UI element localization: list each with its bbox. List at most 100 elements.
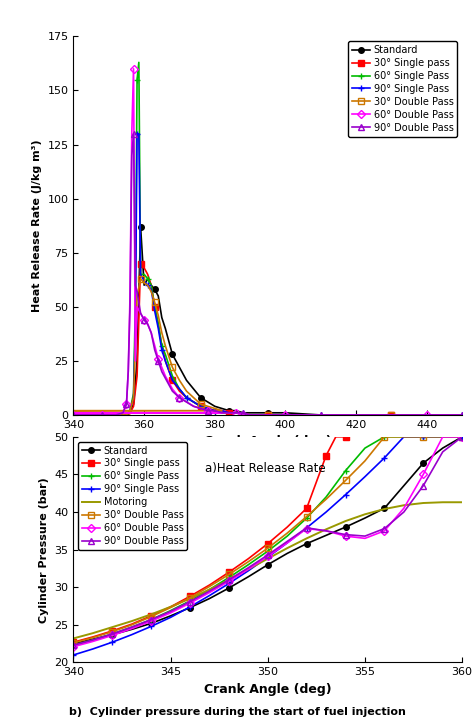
60° Double Pass	[240, 411, 246, 419]
Standard	[459, 411, 465, 419]
30° Double Pass	[191, 393, 196, 402]
30° Double Pass	[90, 633, 96, 642]
90° Double Pass	[90, 636, 96, 644]
Standard	[113, 411, 118, 419]
Standard	[205, 397, 210, 406]
60° Single Pass	[247, 411, 253, 419]
Motoring	[207, 585, 212, 594]
60° Double Pass	[440, 432, 446, 441]
60° Single Pass	[92, 411, 98, 419]
60° Double Pass	[127, 292, 133, 301]
60° Single Pass	[198, 402, 203, 411]
90° Single Pass	[148, 622, 154, 630]
Motoring	[265, 554, 271, 563]
90° Double Pass	[155, 357, 161, 365]
30° Double Pass	[440, 432, 446, 441]
90° Single Pass	[191, 397, 196, 406]
Line: 30° Double Pass: 30° Double Pass	[0, 276, 465, 418]
Line: 90° Double Pass: 90° Double Pass	[71, 434, 465, 648]
Line: 90° Double Pass: 90° Double Pass	[71, 131, 465, 418]
Standard	[191, 384, 196, 393]
Line: 30° Double Pass: 30° Double Pass	[71, 434, 465, 646]
30° Double Pass	[362, 456, 368, 465]
30° Single pass	[226, 568, 232, 577]
Motoring	[187, 594, 193, 603]
60° Single Pass	[318, 411, 324, 419]
90° Double Pass	[246, 563, 251, 572]
90° Double Pass	[129, 622, 135, 631]
60° Single Pass	[78, 411, 83, 419]
Standard	[389, 411, 394, 419]
30° Single pass	[343, 432, 348, 441]
30° Single pass	[155, 320, 161, 328]
90° Single Pass	[134, 130, 140, 138]
60° Single Pass	[168, 606, 173, 615]
Motoring	[284, 544, 290, 553]
Standard	[283, 408, 288, 417]
30° Double Pass	[424, 411, 429, 419]
60° Double Pass	[170, 384, 175, 393]
30° Double Pass	[124, 411, 129, 419]
30° Double Pass	[284, 529, 290, 537]
Standard	[163, 324, 168, 333]
60° Single Pass	[141, 270, 147, 279]
90° Single Pass	[353, 411, 359, 419]
90° Single Pass	[159, 346, 164, 355]
90° Double Pass	[362, 531, 368, 540]
90° Double Pass	[71, 641, 76, 649]
Motoring	[304, 534, 310, 543]
90° Double Pass	[353, 411, 359, 419]
60° Single Pass	[205, 404, 210, 413]
90° Single Pass	[247, 411, 253, 419]
90° Double Pass	[212, 406, 218, 415]
60° Single Pass	[148, 281, 154, 290]
60° Single Pass	[283, 411, 288, 419]
Standard	[177, 363, 182, 372]
30° Double Pass	[343, 476, 348, 485]
60° Single Pass	[106, 411, 112, 419]
90° Double Pass	[109, 630, 115, 638]
60° Single Pass	[265, 411, 271, 419]
30° Single pass	[170, 376, 175, 384]
90° Double Pass	[152, 346, 157, 355]
90° Double Pass	[106, 411, 112, 419]
90° Single Pass	[207, 591, 212, 600]
60° Single Pass	[233, 408, 239, 417]
60° Single Pass	[159, 341, 164, 350]
30° Double Pass	[99, 411, 105, 419]
90° Double Pass	[99, 411, 105, 419]
60° Double Pass	[163, 372, 168, 381]
Standard	[85, 411, 91, 419]
60° Double Pass	[159, 363, 164, 372]
30° Single pass	[159, 341, 164, 350]
60° Single Pass	[152, 302, 157, 311]
30° Double Pass	[85, 411, 91, 419]
60° Double Pass	[148, 617, 154, 625]
60° Single Pass	[389, 411, 394, 419]
60° Double Pass	[99, 411, 105, 419]
30° Single pass	[265, 539, 271, 548]
Standard	[265, 561, 271, 569]
90° Double Pass	[132, 281, 138, 290]
90° Single Pass	[424, 411, 429, 419]
90° Double Pass	[207, 587, 212, 596]
60° Single Pass	[226, 573, 232, 582]
60° Single Pass	[85, 411, 91, 419]
30° Single pass	[124, 411, 129, 419]
90° Single Pass	[129, 630, 135, 639]
Motoring	[459, 498, 465, 507]
60° Single Pass	[127, 406, 133, 415]
60° Double Pass	[382, 526, 387, 535]
30° Double Pass	[106, 411, 112, 419]
60° Double Pass	[246, 565, 251, 574]
60° Double Pass	[323, 526, 329, 535]
60° Single Pass	[240, 411, 246, 419]
60° Double Pass	[120, 408, 126, 417]
60° Double Pass	[132, 357, 138, 365]
90° Double Pass	[283, 411, 288, 419]
90° Single Pass	[106, 411, 112, 419]
60° Single Pass	[177, 384, 182, 393]
30° Double Pass	[177, 376, 182, 384]
90° Single Pass	[219, 406, 225, 415]
90° Double Pass	[163, 373, 168, 382]
